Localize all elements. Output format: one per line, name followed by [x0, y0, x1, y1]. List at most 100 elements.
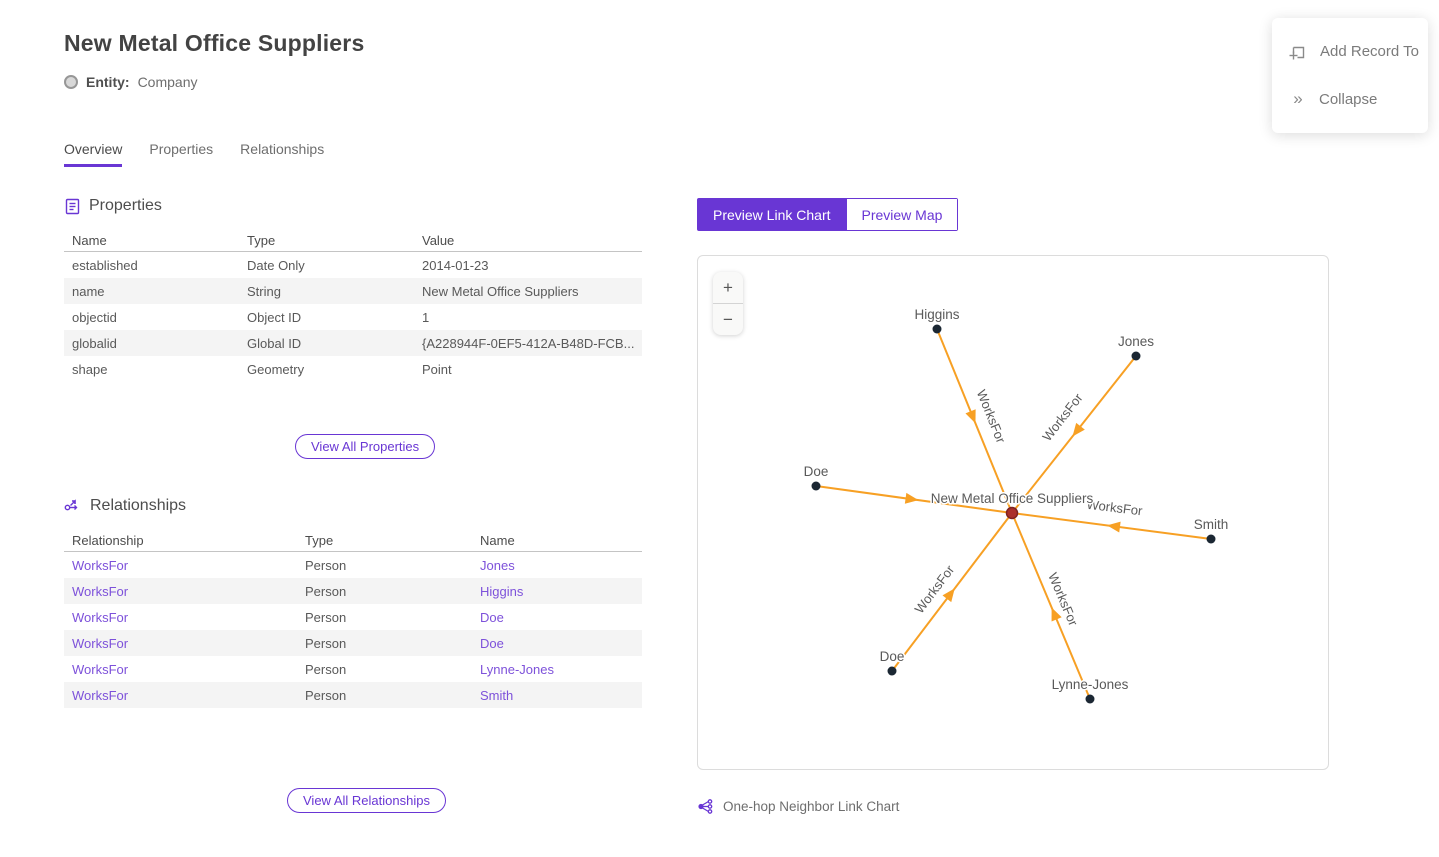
relationship-type-cell: Person: [305, 635, 347, 651]
relationship-type-cell: Person: [305, 583, 347, 599]
chart-caption: One-hop Neighbor Link Chart: [697, 798, 899, 815]
zoom-divider: [713, 303, 743, 304]
relationships-icon: [64, 498, 78, 510]
relationship-link[interactable]: WorksFor: [72, 609, 129, 625]
column-header: Type: [305, 532, 334, 548]
graph-node-center[interactable]: [1005, 506, 1019, 520]
graph-node-label: Doe: [804, 464, 829, 479]
property-row: objectid Object ID 1: [64, 304, 642, 330]
column-header: Name: [480, 532, 515, 548]
relationships-section-header: Relationships: [64, 497, 642, 515]
property-type-cell: String: [247, 283, 281, 299]
link-chart-svg[interactable]: WorksFor WorksFor WorksFor WorksFor WorksFor…: [698, 256, 1328, 769]
property-row: shape Geometry Point: [64, 356, 642, 382]
edge-arrow: [942, 588, 955, 603]
relationship-link[interactable]: WorksFor: [72, 661, 129, 677]
property-type-cell: Geometry: [247, 361, 305, 377]
graph-node-smith[interactable]: [1206, 534, 1216, 544]
edge-arrow: [965, 409, 976, 424]
chart-caption-text: One-hop Neighbor Link Chart: [723, 799, 900, 814]
property-name-cell: globalid: [72, 335, 117, 351]
column-header: Value: [422, 232, 455, 248]
column-header: Relationship: [72, 532, 144, 548]
graph-node-lynne[interactable]: [1085, 694, 1095, 704]
edge-label: WorksFor: [912, 562, 958, 616]
entity-type-icon: [64, 75, 78, 89]
relationship-row: WorksFor Person Doe: [64, 630, 642, 656]
tab-overview[interactable]: Overview: [64, 141, 123, 167]
property-name-cell: shape: [72, 361, 108, 377]
double-chevron-right-icon: »: [1293, 89, 1302, 108]
relationship-link[interactable]: WorksFor: [72, 583, 129, 599]
menu-item-add-record-to[interactable]: Add Record To: [1272, 28, 1428, 75]
related-entity-link[interactable]: Lynne-Jones: [480, 661, 554, 677]
preview-link-chart-button[interactable]: Preview Link Chart: [698, 199, 846, 230]
relationships-section-title: Relationships: [90, 497, 187, 514]
properties-table-body: established Date Only 2014-01-23 name String…: [64, 252, 642, 382]
menu-item-collapse[interactable]: » Collapse: [1272, 75, 1428, 123]
relationship-row: WorksFor Person Lynne-Jones: [64, 656, 642, 682]
page-title: New Metal Office Suppliers: [64, 30, 365, 56]
related-entity-link[interactable]: Doe: [480, 635, 504, 651]
graph-node-label: Smith: [1194, 517, 1229, 532]
graph-node-label: Doe: [880, 649, 905, 664]
graph-node-doe2[interactable]: [887, 666, 897, 676]
menu-item-label: Collapse: [1319, 90, 1378, 108]
related-entity-link[interactable]: Doe: [480, 609, 504, 625]
entity-label: Entity:: [86, 74, 130, 90]
graph-edge: [1011, 512, 1091, 700]
relationship-row: WorksFor Person Doe: [64, 604, 642, 630]
property-row: established Date Only 2014-01-23: [64, 252, 642, 278]
edge-arrow: [1107, 521, 1121, 533]
view-all-relationships-button[interactable]: View All Relationships: [287, 788, 446, 813]
relationship-link[interactable]: WorksFor: [72, 557, 129, 573]
relationship-type-cell: Person: [305, 687, 347, 703]
zoom-out-button[interactable]: −: [713, 304, 743, 335]
property-type-cell: Object ID: [247, 309, 302, 325]
tab-relationships[interactable]: Relationships: [240, 141, 325, 157]
property-value-cell: {A228944F-0EF5-412A-B48D-FCB...: [422, 335, 635, 351]
relationships-table: Relationship Type Name WorksFor Person Jon…: [64, 529, 642, 708]
edge-arrow: [1072, 422, 1085, 437]
property-name-cell: objectid: [72, 309, 117, 325]
graph-node-higgins[interactable]: [932, 324, 942, 334]
link-chart-panel: WorksFor WorksFor WorksFor WorksFor WorksFor…: [697, 255, 1329, 770]
entity-value: Company: [137, 74, 198, 90]
context-menu: Add Record To » Collapse: [1272, 18, 1428, 133]
relationship-type-cell: Person: [305, 661, 347, 677]
add-record-icon: [1289, 46, 1305, 60]
properties-table: Name Type Value established Date Only 2014…: [64, 229, 642, 382]
related-entity-link[interactable]: Jones: [480, 557, 515, 573]
property-value-cell: 2014-01-23: [422, 257, 489, 273]
graph-node-label: New Metal Office Suppliers: [931, 491, 1094, 506]
related-entity-link[interactable]: Higgins: [480, 583, 524, 599]
column-header: Type: [247, 232, 276, 248]
menu-item-label: Add Record To: [1320, 43, 1419, 60]
property-value-cell: New Metal Office Suppliers: [422, 283, 579, 299]
edge-arrow: [1051, 607, 1062, 622]
relationship-link[interactable]: WorksFor: [72, 687, 129, 703]
edge-label: WorksFor: [1086, 497, 1144, 519]
relationship-row: WorksFor Person Jones: [64, 552, 642, 578]
relationship-link[interactable]: WorksFor: [72, 635, 129, 651]
tab-properties[interactable]: Properties: [149, 141, 214, 157]
properties-section-title: Properties: [89, 197, 162, 214]
graph-node-jones[interactable]: [1131, 351, 1141, 361]
relationship-type-cell: Person: [305, 557, 347, 573]
column-header: Name: [72, 232, 107, 248]
properties-icon: [65, 198, 80, 214]
chart-zoom-control: + −: [713, 272, 743, 335]
property-type-cell: Date Only: [247, 257, 305, 273]
property-row: globalid Global ID {A228944F-0EF5-412A-B48…: [64, 330, 642, 356]
graph-node-doe1[interactable]: [811, 481, 821, 491]
edge-label: WorksFor: [974, 387, 1009, 445]
zoom-in-button[interactable]: +: [713, 272, 743, 303]
preview-map-button[interactable]: Preview Map: [845, 199, 958, 230]
property-type-cell: Global ID: [247, 335, 302, 351]
view-all-properties-button[interactable]: View All Properties: [295, 434, 436, 459]
property-name-cell: name: [72, 283, 105, 299]
tab-bar: Overview Properties Relationships: [64, 141, 642, 167]
related-entity-link[interactable]: Smith: [480, 687, 514, 703]
graph-node-label: Lynne-Jones: [1052, 677, 1129, 692]
relationship-row: WorksFor Person Higgins: [64, 578, 642, 604]
